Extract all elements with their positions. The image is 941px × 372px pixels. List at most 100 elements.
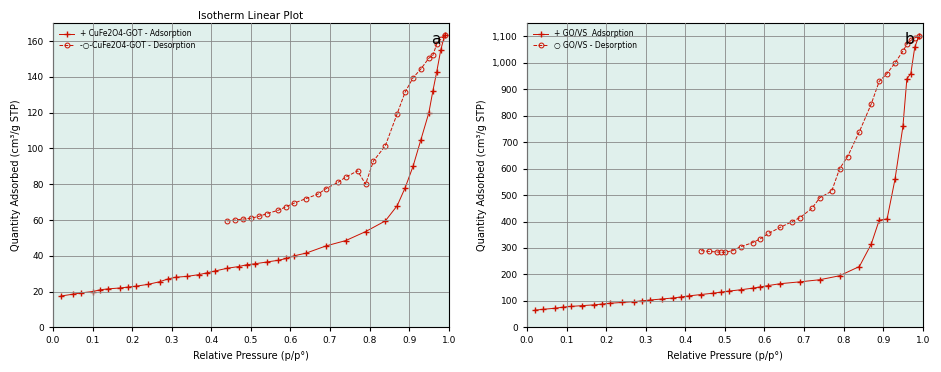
+ GO/VS  Adsorption [656,297,667,301]
-○-CuFe2O4-GOT - Desorption [340,175,351,179]
+ CuFe2O4-GOT - Adsorption [170,275,182,279]
+ CuFe2O4-GOT - Adsorption [115,286,126,290]
+ GO/VS  Adsorption [901,77,913,81]
+ CuFe2O4-GOT - Adsorption [122,285,134,289]
Line: ○ GO/VS - Desorption: ○ GO/VS - Desorption [698,34,921,255]
+ GO/VS  Adsorption [616,300,628,305]
-○-CuFe2O4-GOT - Desorption [221,219,232,223]
Title: Isotherm Linear Plot: Isotherm Linear Plot [199,11,303,21]
Text: b: b [905,32,915,47]
○ GO/VS - Desorption [853,129,865,134]
○ GO/VS - Desorption [747,240,758,245]
+ CuFe2O4-GOT - Adsorption [320,244,331,248]
-○-CuFe2O4-GOT - Desorption [415,67,426,71]
+ GO/VS  Adsorption [866,242,877,246]
+ GO/VS  Adsorption [774,282,786,286]
Legend: + GO/VS  Adsorption, ○ GO/VS - Desorption: + GO/VS Adsorption, ○ GO/VS - Desorption [531,27,640,52]
Line: -○-CuFe2O4-GOT - Desorption: -○-CuFe2O4-GOT - Desorption [225,32,447,223]
○ GO/VS - Desorption [913,34,924,39]
+ GO/VS  Adsorption [537,307,549,312]
+ GO/VS  Adsorption [708,291,719,295]
+ CuFe2O4-GOT - Adsorption [423,110,435,115]
-○-CuFe2O4-GOT - Desorption [312,192,324,196]
+ GO/VS  Adsorption [898,124,909,129]
○ GO/VS - Desorption [735,244,746,249]
-○-CuFe2O4-GOT - Desorption [379,144,391,148]
+ GO/VS  Adsorption [629,299,640,304]
+ CuFe2O4-GOT - Adsorption [221,266,232,270]
○ GO/VS - Desorption [727,248,739,253]
-○-CuFe2O4-GOT - Desorption [391,111,403,116]
-○-CuFe2O4-GOT - Desorption [400,90,411,94]
○ GO/VS - Desorption [834,166,845,171]
-○-CuFe2O4-GOT - Desorption [300,196,311,201]
-○-CuFe2O4-GOT - Desorption [359,182,371,186]
+ CuFe2O4-GOT - Adsorption [233,264,245,269]
+ CuFe2O4-GOT - Adsorption [280,256,292,261]
○ GO/VS - Desorption [842,154,853,159]
-○-CuFe2O4-GOT - Desorption [273,208,284,212]
+ GO/VS  Adsorption [763,283,774,288]
+ CuFe2O4-GOT - Adsorption [210,269,221,273]
-○-CuFe2O4-GOT - Desorption [435,37,446,42]
+ GO/VS  Adsorption [549,306,560,311]
-○-CuFe2O4-GOT - Desorption [332,180,343,185]
+ GO/VS  Adsorption [589,302,600,307]
-○-CuFe2O4-GOT - Desorption [423,56,435,60]
+ CuFe2O4-GOT - Adsorption [249,262,261,266]
+ GO/VS  Adsorption [724,289,735,293]
+ CuFe2O4-GOT - Adsorption [340,238,351,243]
○ GO/VS - Desorption [909,36,920,40]
○ GO/VS - Desorption [695,248,707,253]
+ CuFe2O4-GOT - Adsorption [131,284,142,288]
-○-CuFe2O4-GOT - Desorption [352,169,363,173]
+ CuFe2O4-GOT - Adsorption [95,288,106,292]
Y-axis label: Quantity Adsorbed (cm³/g STP): Quantity Adsorbed (cm³/g STP) [11,99,21,251]
+ GO/VS  Adsorption [604,301,615,305]
○ GO/VS - Desorption [703,249,714,254]
+ GO/VS  Adsorption [755,285,766,289]
+ CuFe2O4-GOT - Adsorption [261,260,272,264]
-○-CuFe2O4-GOT - Desorption [237,217,248,221]
○ GO/VS - Desorption [814,196,825,200]
+ GO/VS  Adsorption [814,278,825,282]
+ GO/VS  Adsorption [747,286,758,291]
○ GO/VS - Desorption [882,71,893,76]
+ GO/VS  Adsorption [636,299,647,303]
Text: a: a [431,32,440,47]
○ GO/VS - Desorption [866,102,877,106]
X-axis label: Relative Pressure (p/p°): Relative Pressure (p/p°) [193,351,309,361]
+ GO/VS  Adsorption [557,305,568,310]
+ CuFe2O4-GOT - Adsorption [407,164,419,169]
-○-CuFe2O4-GOT - Desorption [368,159,379,163]
+ GO/VS  Adsorption [905,71,917,76]
+ GO/VS  Adsorption [909,45,920,49]
○ GO/VS - Desorption [719,250,730,254]
+ CuFe2O4-GOT - Adsorption [182,274,193,279]
+ CuFe2O4-GOT - Adsorption [379,219,391,223]
+ GO/VS  Adsorption [695,292,707,297]
+ CuFe2O4-GOT - Adsorption [201,270,213,275]
-○-CuFe2O4-GOT - Desorption [230,218,241,222]
+ CuFe2O4-GOT - Adsorption [391,203,403,208]
+ CuFe2O4-GOT - Adsorption [87,289,98,294]
+ GO/VS  Adsorption [794,280,805,284]
○ GO/VS - Desorption [794,215,805,220]
○ GO/VS - Desorption [806,206,818,211]
X-axis label: Relative Pressure (p/p°): Relative Pressure (p/p°) [667,351,783,361]
+ CuFe2O4-GOT - Adsorption [241,263,252,267]
+ GO/VS  Adsorption [834,273,845,278]
Line: + CuFe2O4-GOT - Adsorption: + CuFe2O4-GOT - Adsorption [58,32,448,299]
+ CuFe2O4-GOT - Adsorption [103,286,114,291]
Legend: + CuFe2O4-GOT - Adsorption, -○-CuFe2O4-GOT - Desorption: + CuFe2O4-GOT - Adsorption, -○-CuFe2O4-G… [56,27,199,52]
○ GO/VS - Desorption [826,189,837,193]
+ GO/VS  Adsorption [735,288,746,292]
-○-CuFe2O4-GOT - Desorption [280,204,292,209]
○ GO/VS - Desorption [787,219,798,224]
+ CuFe2O4-GOT - Adsorption [431,69,442,74]
+ CuFe2O4-GOT - Adsorption [142,282,153,286]
+ GO/VS  Adsorption [853,264,865,269]
+ CuFe2O4-GOT - Adsorption [56,294,67,298]
+ GO/VS  Adsorption [882,217,893,221]
+ CuFe2O4-GOT - Adsorption [194,272,205,277]
